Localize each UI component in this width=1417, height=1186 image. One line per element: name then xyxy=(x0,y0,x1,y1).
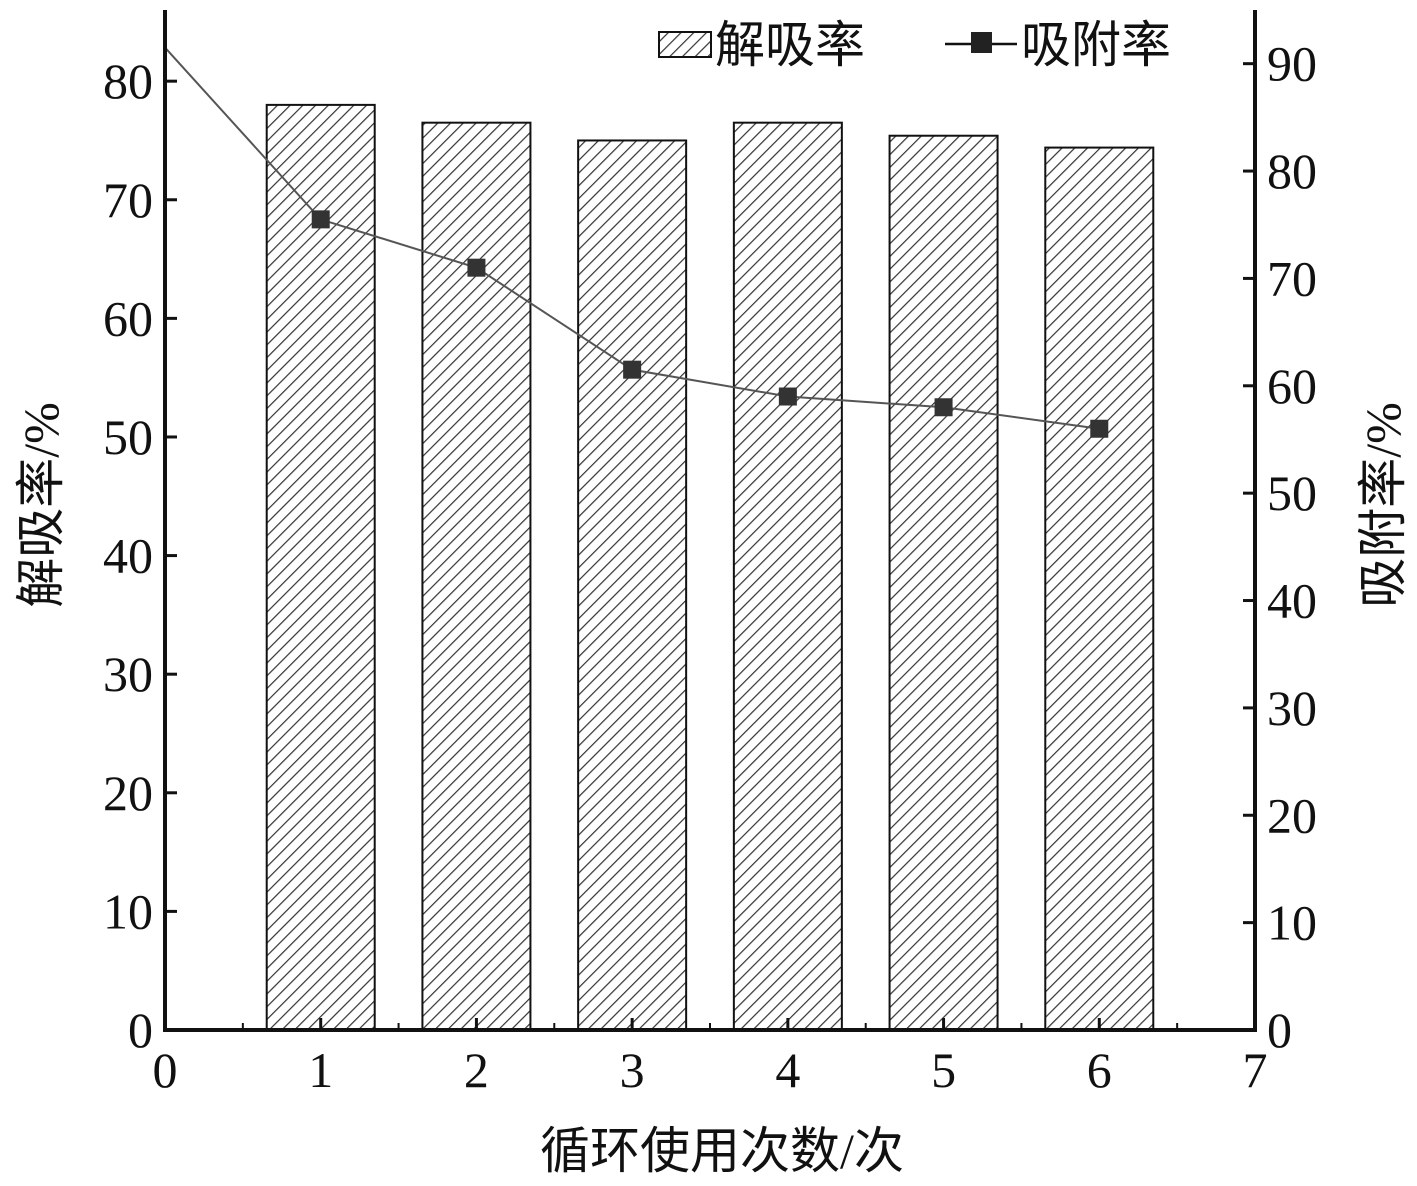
marker-adsorption-4 xyxy=(778,387,797,406)
y-left-tick-label: 10 xyxy=(103,883,153,939)
y-right-tick-label: 20 xyxy=(1267,787,1317,843)
x-tick-label: 1 xyxy=(308,1042,333,1098)
y-left-tick-label: 30 xyxy=(103,646,153,702)
y-left-tick-label: 0 xyxy=(128,1002,153,1058)
legend-swatch-desorption xyxy=(658,31,712,58)
bar-desorption-5 xyxy=(888,134,999,1031)
legend: 解吸率 吸附率 xyxy=(658,17,1171,73)
marker-adsorption-3 xyxy=(623,360,642,379)
x-tick-label: 4 xyxy=(775,1042,800,1098)
bar-desorption-3 xyxy=(577,139,688,1032)
y-right-tick-label: 80 xyxy=(1267,143,1317,199)
x-tick-label: 0 xyxy=(153,1042,178,1098)
bars-layer xyxy=(265,103,1155,1032)
legend-label-desorption: 解吸率 xyxy=(715,17,865,73)
y-left-tick-label: 20 xyxy=(103,765,153,821)
x-axis-title: 循环使用次数/次 xyxy=(540,1123,904,1179)
x-tick-label: 5 xyxy=(931,1042,956,1098)
bar-desorption-4 xyxy=(732,121,843,1031)
y-right-tick-label: 10 xyxy=(1267,895,1317,951)
marker-adsorption-5 xyxy=(934,398,953,417)
y-left-tick-label: 60 xyxy=(103,290,153,346)
legend-label-adsorption: 吸附率 xyxy=(1021,17,1171,73)
y-left-tick-label: 40 xyxy=(103,528,153,584)
y-right-tick-label: 70 xyxy=(1267,250,1317,306)
marker-adsorption-1 xyxy=(311,210,330,229)
ticks-layer: 0 10 20 30 40 50 60 70 80 0 10 20 30 40 50 60 70 80 90 0 1 2 3… xyxy=(103,36,1317,1098)
y-left-tick-label: 80 xyxy=(103,53,153,109)
legend-marker-adsorption xyxy=(971,32,992,53)
y-left-tick-label: 70 xyxy=(103,172,153,228)
x-tick-label: 2 xyxy=(464,1042,489,1098)
y-left-tick-label: 50 xyxy=(103,409,153,465)
bar-desorption-6 xyxy=(1044,146,1155,1031)
line-layer xyxy=(164,46,1109,438)
x-tick-label: 3 xyxy=(620,1042,645,1098)
y-right-tick-label: 30 xyxy=(1267,680,1317,736)
marker-adsorption-2 xyxy=(467,258,486,277)
bar-desorption-1 xyxy=(265,103,376,1031)
x-tick-label: 6 xyxy=(1087,1042,1112,1098)
y-right-tick-label: 40 xyxy=(1267,573,1317,629)
y-right-tick-label: 0 xyxy=(1267,1002,1292,1058)
y-right-tick-label: 90 xyxy=(1267,36,1317,92)
x-tick-label: 7 xyxy=(1243,1042,1268,1098)
y-right-tick-label: 60 xyxy=(1267,358,1317,414)
y-right-tick-label: 50 xyxy=(1267,465,1317,521)
y-axis-right-title: 吸附率/% xyxy=(1355,402,1411,608)
marker-adsorption-6 xyxy=(1090,419,1109,438)
y-axis-left-title: 解吸率/% xyxy=(13,402,69,608)
